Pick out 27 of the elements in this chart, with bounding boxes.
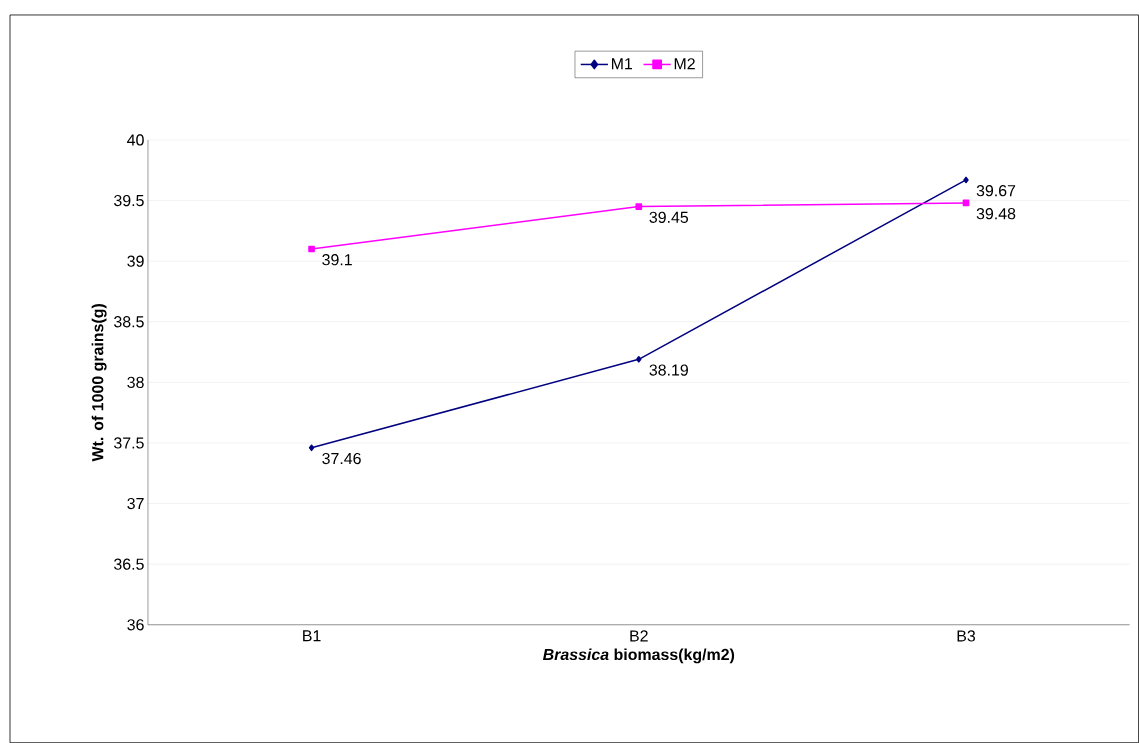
y-tick-label: 37 [127,497,144,510]
y-axis-title: Wt. of 1000 grains(g) [91,303,107,462]
legend-label: M2 [674,58,695,70]
x-axis-title: Brassica biomass(kg/m2) [542,648,735,664]
y-tick-label: 37.5 [114,437,144,449]
data-label: 39.67 [976,184,1016,197]
x-tick-label: B1 [303,630,321,642]
y-tick-label: 39.5 [114,194,144,207]
point [635,203,643,210]
point [636,355,642,363]
y-tick-label: 40 [127,134,144,146]
x-tick-label: B2 [630,630,648,642]
y-tick-label: 39 [127,255,144,267]
y-tick-label: 36.5 [114,558,144,570]
y-tick-label: 38.5 [114,316,144,328]
x-tick-label: B3 [957,630,976,642]
point [308,444,315,452]
point [963,176,969,184]
legend-label: M1 [611,58,633,70]
data-label: 37.46 [322,452,361,465]
data-label: 39.48 [976,207,1016,220]
y-tick-label: 38 [127,376,144,388]
y-tick-label: 36 [127,619,144,631]
data-label: 38.19 [649,364,688,376]
point [308,245,315,253]
data-label: 39.45 [649,211,689,223]
data-label: 39.1 [322,254,352,266]
